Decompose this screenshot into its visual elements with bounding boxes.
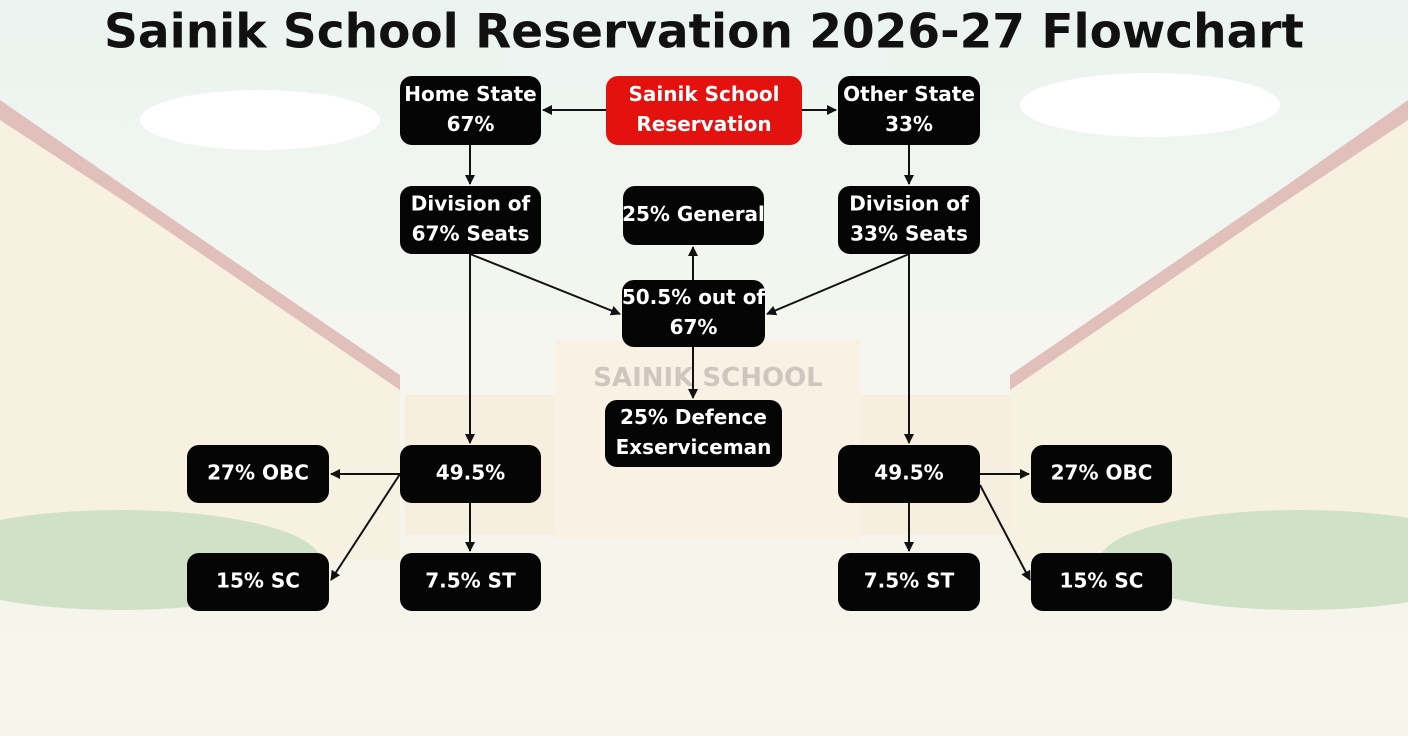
- background-sign: SAINIK SCHOOL: [593, 363, 823, 393]
- node-label: 33% Seats: [850, 222, 968, 246]
- node-label: 67% Seats: [412, 222, 530, 246]
- arrow: [330, 473, 401, 581]
- nodes: Sainik School Reservation Home State 67% Oth…: [187, 76, 1172, 611]
- arrow: [766, 253, 910, 316]
- node: 25% Defence Exserviceman: [605, 400, 782, 467]
- node: 25% General: [622, 186, 765, 245]
- node-box: [187, 445, 329, 503]
- node: 7.5% ST: [400, 553, 541, 611]
- node-box: [838, 186, 980, 254]
- node-label: 49.5%: [874, 461, 943, 485]
- node-label: 27% OBC: [207, 461, 309, 485]
- node-label: 7.5% ST: [425, 569, 516, 593]
- arrow: [469, 253, 621, 316]
- title: Sainik School Reservation 2026-27 Flowch…: [104, 5, 1304, 60]
- node-box: [187, 553, 329, 611]
- node-label: 67%: [447, 112, 495, 136]
- node: Division of 33% Seats: [838, 186, 980, 254]
- node-box: [838, 76, 980, 145]
- node-box: [606, 76, 802, 145]
- node: 49.5%: [400, 445, 541, 503]
- node-box: [838, 445, 980, 503]
- node: Home State 67%: [400, 76, 541, 145]
- node-label: Home State: [404, 82, 536, 106]
- node-box: [400, 76, 541, 145]
- node-label: 25% Defence: [620, 405, 767, 429]
- node-label: Exserviceman: [616, 435, 772, 459]
- node-label: 49.5%: [436, 461, 505, 485]
- arrow: [979, 484, 1031, 581]
- node-box: [838, 553, 980, 611]
- node-label: 15% SC: [216, 569, 300, 593]
- node-label: 33%: [885, 112, 933, 136]
- node-box: [400, 445, 541, 503]
- node-box: [622, 280, 765, 347]
- node-label: 7.5% ST: [864, 569, 955, 593]
- node-label: Other State: [843, 82, 975, 106]
- node-box: [400, 553, 541, 611]
- node-box: [1031, 553, 1172, 611]
- node: 27% OBC: [1031, 445, 1172, 503]
- node-box: [605, 400, 782, 467]
- node: 15% SC: [1031, 553, 1172, 611]
- node-label: 50.5% out of: [622, 285, 766, 309]
- node-label: 27% OBC: [1051, 461, 1153, 485]
- node-label: Division of: [411, 192, 531, 216]
- node: 50.5% out of 67%: [622, 280, 766, 347]
- node-box: [400, 186, 541, 254]
- node: 49.5%: [838, 445, 980, 503]
- node-label: Reservation: [636, 112, 771, 136]
- node: 15% SC: [187, 553, 329, 611]
- node: Sainik School Reservation: [606, 76, 802, 145]
- node-label: 25% General: [622, 202, 765, 226]
- node-label: Division of: [849, 192, 969, 216]
- node-label: 67%: [670, 315, 718, 339]
- node: 27% OBC: [187, 445, 329, 503]
- node: Division of 67% Seats: [400, 186, 541, 254]
- node-box: [1031, 445, 1172, 503]
- edges: [330, 105, 1031, 581]
- node-label: Sainik School: [629, 82, 780, 106]
- node-label: 15% SC: [1060, 569, 1144, 593]
- node: Other State 33%: [838, 76, 980, 145]
- node-box: [623, 186, 764, 245]
- node: 7.5% ST: [838, 553, 980, 611]
